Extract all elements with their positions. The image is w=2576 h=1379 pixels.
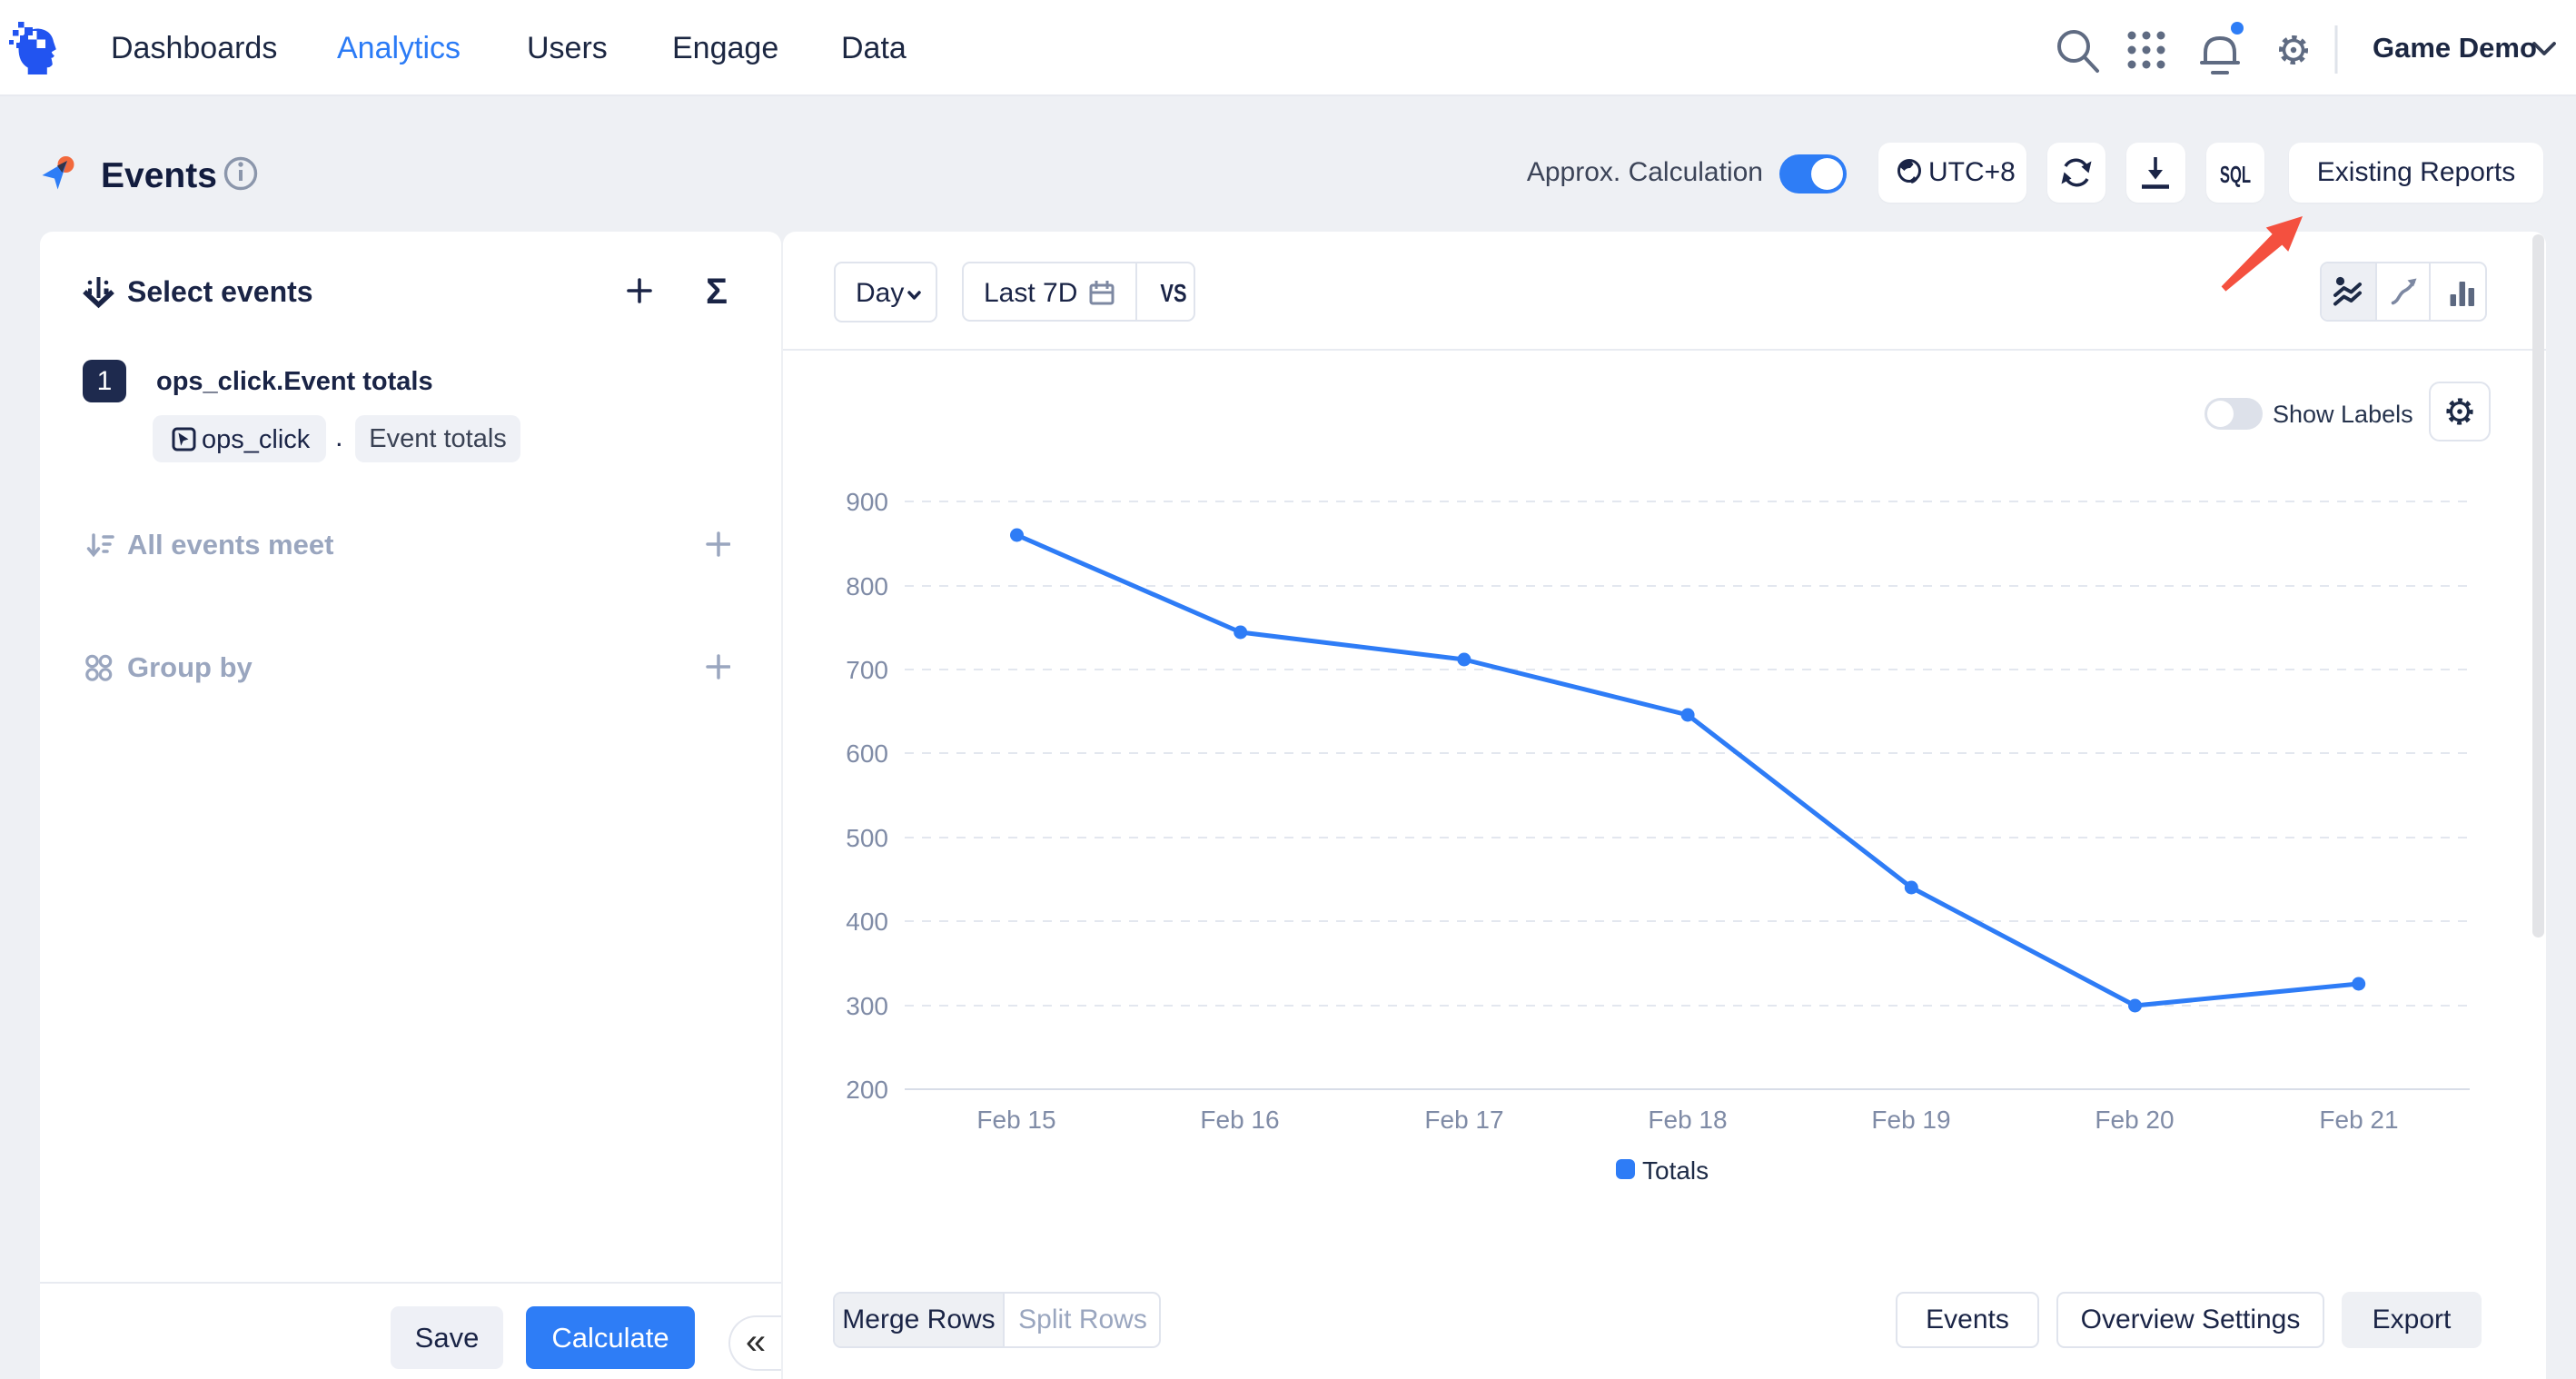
svg-text:400: 400 [846, 908, 888, 936]
svg-text:500: 500 [846, 824, 888, 852]
svg-text:Feb 18: Feb 18 [1648, 1106, 1727, 1134]
svg-text:800: 800 [846, 572, 888, 600]
svg-text:Feb 16: Feb 16 [1200, 1106, 1279, 1134]
svg-text:200: 200 [846, 1076, 888, 1104]
svg-text:Feb 19: Feb 19 [1871, 1106, 1950, 1134]
svg-text:Feb 20: Feb 20 [2095, 1106, 2174, 1134]
svg-text:600: 600 [846, 739, 888, 768]
svg-text:Feb 15: Feb 15 [976, 1106, 1055, 1134]
svg-text:700: 700 [846, 656, 888, 684]
svg-text:Feb 17: Feb 17 [1424, 1106, 1503, 1134]
svg-text:Σ: Σ [706, 272, 728, 312]
svg-text:900: 900 [846, 488, 888, 516]
svg-text:300: 300 [846, 992, 888, 1020]
svg-text:Totals: Totals [1642, 1156, 1709, 1185]
svg-text:Feb 21: Feb 21 [2319, 1106, 2398, 1134]
